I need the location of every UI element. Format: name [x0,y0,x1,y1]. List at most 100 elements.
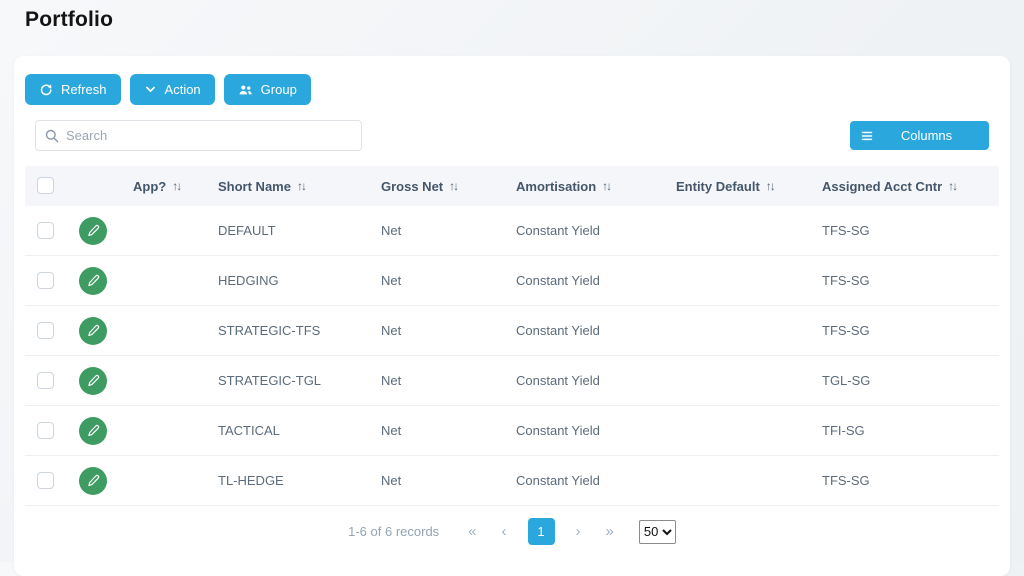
header-assigned-acct-cntr[interactable]: Assigned Acct Cntr ↑↓ [810,179,999,194]
portfolio-card: Refresh Action Group [14,56,1010,576]
cell-assigned-acct-cntr: TFS-SG [822,473,870,488]
chevron-down-icon [144,83,157,96]
table-header-row: App? ↑↓ Short Name ↑↓ Gross Net ↑↓ Amort… [25,166,999,206]
action-button[interactable]: Action [129,74,215,105]
cell-assigned-acct-cntr: TGL-SG [822,373,871,388]
row-checkbox[interactable] [37,221,54,239]
prev-page-button[interactable]: ‹ [498,522,511,541]
cell-short-name: DEFAULT [218,223,276,238]
columns-label: Columns [900,128,953,143]
row-checkbox-cell [25,471,65,490]
cell-assigned-acct-cntr: TFS-SG [822,323,870,338]
row-checkbox[interactable] [37,471,54,489]
group-button[interactable]: Group [223,74,311,105]
search-input[interactable] [35,120,362,151]
search-box [35,120,362,151]
group-icon [238,83,253,97]
next-page-button[interactable]: › [572,522,585,541]
edit-button[interactable] [79,416,107,445]
cell-assigned-acct-cntr: TFS-SG [822,223,870,238]
header-entity-default[interactable]: Entity Default ↑↓ [664,179,810,194]
last-page-button[interactable]: » [602,522,618,541]
row-checkbox[interactable] [37,271,54,289]
group-label: Group [260,82,297,97]
refresh-label: Refresh [61,82,107,97]
header-app-label: App? [133,178,167,194]
pencil-icon [86,273,101,288]
row-checkbox[interactable] [37,421,54,439]
cell-amortisation: Constant Yield [516,423,600,438]
header-checkbox-cell [25,177,65,195]
row-edit-cell [65,416,121,445]
cell-assigned-acct-cntr: TFS-SG [822,273,870,288]
row-checkbox[interactable] [37,371,54,389]
cell-gross-net: Net [381,373,402,388]
sort-icon[interactable]: ↑↓ [296,179,307,193]
row-checkbox-cell [25,421,65,440]
cell-assigned-acct-cntr: TFI-SG [822,423,865,438]
header-entity-default-label: Entity Default [676,178,760,194]
row-edit-cell [65,366,121,395]
header-gross-net[interactable]: Gross Net ↑↓ [369,179,504,194]
sort-icon[interactable]: ↑↓ [172,179,182,193]
table-row: TACTICAL Net Constant Yield TFI-SG [25,406,999,456]
row-edit-cell [65,216,121,245]
cell-amortisation: Constant Yield [516,473,600,488]
table-row: STRATEGIC-TFS Net Constant Yield TFS-SG [25,306,999,356]
portfolio-table: App? ↑↓ Short Name ↑↓ Gross Net ↑↓ Amort… [25,166,999,506]
row-checkbox-cell [25,271,65,290]
header-gross-net-label: Gross Net [381,178,444,194]
sort-icon[interactable]: ↑↓ [948,179,958,193]
pencil-icon [86,423,101,438]
row-edit-cell [65,316,121,345]
sort-icon[interactable]: ↑↓ [765,179,776,193]
refresh-button[interactable]: Refresh [25,74,121,105]
sort-icon[interactable]: ↑↓ [449,179,459,193]
edit-button[interactable] [79,216,107,245]
cell-amortisation: Constant Yield [516,273,600,288]
cell-short-name: STRATEGIC-TGL [218,373,322,388]
edit-button[interactable] [79,366,107,395]
row-checkbox-cell [25,321,65,340]
cell-amortisation: Constant Yield [516,323,600,338]
select-all-checkbox[interactable] [37,177,54,195]
table-row: TL-HEDGE Net Constant Yield TFS-SG [25,456,999,506]
cell-short-name: HEDGING [218,273,279,288]
row-edit-cell [65,466,121,495]
header-short-name-label: Short Name [218,178,291,194]
columns-button[interactable]: Columns [850,121,989,150]
hamburger-icon [860,129,874,143]
header-app[interactable]: App? ↑↓ [121,179,206,194]
cell-gross-net: Net [381,423,402,438]
cell-short-name: TACTICAL [218,423,280,438]
pagination: 1-6 of 6 records « ‹ 1 › » 50 [25,506,999,557]
header-amortisation[interactable]: Amortisation ↑↓ [504,179,664,194]
sort-icon[interactable]: ↑↓ [602,179,612,193]
cell-gross-net: Net [381,223,402,238]
pencil-icon [86,473,101,488]
refresh-icon [39,83,53,97]
pencil-icon [86,323,101,338]
row-checkbox-cell [25,371,65,390]
header-short-name[interactable]: Short Name ↑↓ [206,179,369,194]
row-checkbox[interactable] [37,321,54,339]
header-assigned-acct-cntr-label: Assigned Acct Cntr [822,178,943,194]
cell-gross-net: Net [381,273,402,288]
table-row: DEFAULT Net Constant Yield TFS-SG [25,206,999,256]
table-row: HEDGING Net Constant Yield TFS-SG [25,256,999,306]
cell-short-name: TL-HEDGE [218,473,284,488]
table-row: STRATEGIC-TGL Net Constant Yield TGL-SG [25,356,999,406]
edit-button[interactable] [79,466,107,495]
edit-button[interactable] [79,266,107,295]
cell-gross-net: Net [381,473,402,488]
row-checkbox-cell [25,221,65,240]
records-count: 1-6 of 6 records [348,524,440,539]
page-size-select[interactable]: 50 [638,519,676,544]
first-page-button[interactable]: « [464,522,480,541]
edit-button[interactable] [79,316,107,345]
table-body: DEFAULT Net Constant Yield TFS-SG [25,206,999,506]
header-amortisation-label: Amortisation [516,178,597,194]
toolbar: Refresh Action Group [25,66,999,105]
cell-amortisation: Constant Yield [516,223,600,238]
current-page-button[interactable]: 1 [527,518,555,545]
